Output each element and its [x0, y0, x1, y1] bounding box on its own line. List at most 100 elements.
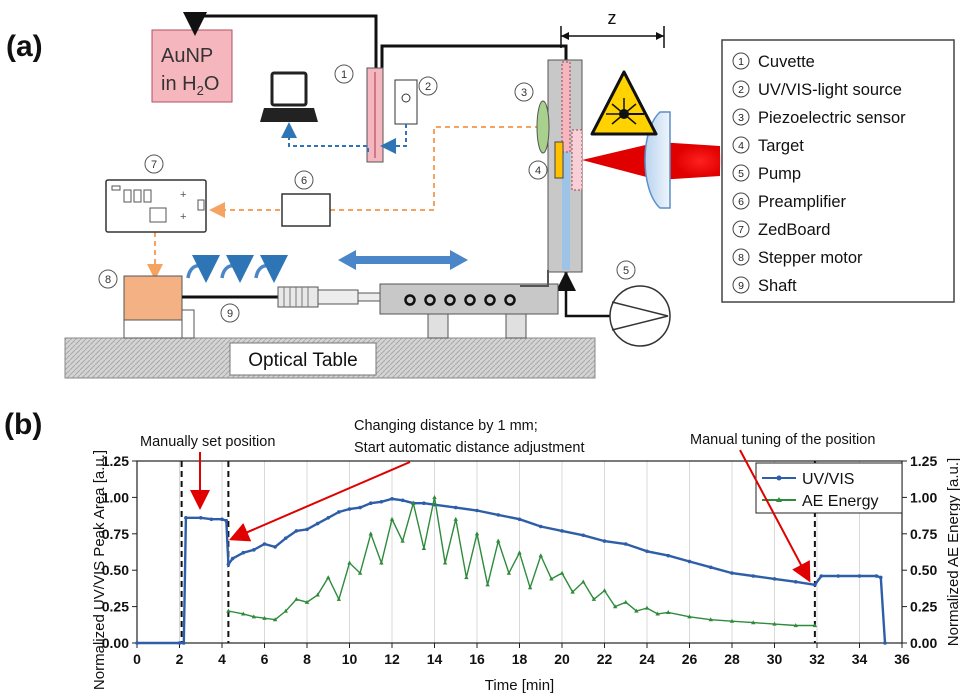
uvvis-point	[390, 497, 394, 501]
legend-number-badge	[732, 276, 750, 294]
target	[554, 141, 564, 179]
ae-energy-point	[357, 570, 363, 575]
translation-stage	[379, 283, 559, 315]
bulb-icon	[401, 93, 411, 103]
panel-a-label: (a)	[6, 30, 43, 63]
uvvis-point	[135, 641, 139, 645]
y-tick-label-right: 0.75	[910, 526, 937, 542]
x-tick-label: 6	[261, 651, 269, 667]
uvvis-point	[645, 549, 649, 554]
uvvis-point	[198, 515, 203, 520]
callout-1	[334, 64, 354, 84]
rotation-arrow-icon	[186, 254, 220, 283]
uvvis-point	[305, 527, 309, 532]
x-tick-label: 32	[809, 651, 825, 667]
x-tick-label: 10	[342, 651, 358, 667]
ae-energy-point	[634, 608, 639, 613]
panel-b-label: (b)	[4, 408, 42, 441]
stepper-motor	[123, 275, 183, 321]
shaft-coupling	[277, 286, 381, 308]
legend-entry: Pump	[758, 165, 801, 183]
stage-leg	[427, 313, 449, 339]
ae-energy-point	[591, 596, 597, 601]
optical-table-label-box	[229, 342, 377, 376]
uvvis-point	[184, 515, 188, 520]
ae-energy-point	[411, 500, 416, 505]
callout-3	[514, 82, 534, 102]
legend-number: 7	[738, 224, 744, 236]
ae-energy-point	[226, 608, 231, 613]
uvvis-point	[496, 513, 501, 517]
uvvis-point	[883, 641, 887, 645]
uvvis-point	[857, 574, 862, 578]
y-tick-label-left: 0.75	[102, 526, 129, 542]
x-tick-label: 30	[767, 651, 783, 667]
translation-double-arrow	[338, 250, 468, 270]
legend-number: 5	[738, 168, 744, 180]
ae-energy-point	[517, 550, 522, 555]
y-tick-label-right: 1.25	[910, 453, 937, 469]
rotation-arrow-icon	[254, 254, 288, 283]
annotation-changing-2: Start automatic distance adjustment	[354, 440, 585, 456]
y-tick-label-left: 1.25	[102, 453, 129, 469]
panel-a: (a) Optical Table AuNP in H2O 1 2	[6, 8, 955, 379]
motor-base	[123, 319, 183, 339]
uvvis-point	[262, 542, 267, 546]
uvvis-point	[220, 517, 224, 522]
annotation-manual-set: Manually set position	[140, 434, 275, 450]
uvvis-point	[400, 498, 405, 503]
motor-stand	[181, 309, 195, 339]
uvvis-point	[177, 641, 182, 645]
legend-number-badge	[732, 192, 750, 210]
x-tick-label: 28	[724, 651, 740, 667]
x-tick-label: 0	[133, 651, 141, 667]
signal-line-sensor	[309, 126, 540, 218]
ae-energy-point	[400, 538, 405, 543]
svg-text:+: +	[180, 211, 186, 223]
uvvis-point	[358, 505, 362, 510]
ae-energy-point	[336, 596, 342, 601]
uvvis-point	[230, 556, 235, 561]
uvvis-point	[209, 517, 214, 522]
uvvis-point	[751, 574, 756, 578]
x-tick-label: 34	[852, 651, 868, 667]
ae-energy-point	[729, 618, 735, 623]
ae-energy-point	[485, 582, 490, 587]
x-tick-label: 18	[512, 651, 528, 667]
svg-text:+: +	[180, 189, 186, 201]
ae-energy-point	[241, 611, 246, 616]
y-axis-label-left: Normalized UV/VIS Peak Area [a.u.]	[91, 450, 108, 690]
uvvis-point	[666, 553, 671, 558]
legend-number: 8	[738, 252, 744, 264]
ae-energy-point	[623, 599, 628, 604]
ae-energy-point	[687, 614, 692, 619]
x-tick-label: 8	[303, 651, 311, 667]
callout-5	[616, 260, 636, 280]
pump-icon	[609, 285, 671, 347]
x-tick-label: 4	[218, 651, 226, 667]
ae-energy-point	[347, 560, 352, 565]
uvvis-point	[874, 574, 879, 578]
legend-label: AE Energy	[802, 493, 878, 510]
svg-text:3: 3	[521, 87, 527, 99]
callout-8	[98, 269, 118, 289]
uvvis-point	[878, 575, 883, 580]
uvvis-point	[453, 505, 458, 510]
svg-text:7: 7	[151, 159, 157, 171]
callout-2	[418, 76, 438, 96]
uvvis-point	[368, 501, 373, 506]
ae-energy-point	[262, 615, 267, 620]
uvvis-point	[836, 574, 841, 578]
x-axis-label: Time [min]	[485, 677, 554, 694]
flow-cell-channel	[562, 62, 570, 270]
uvvis-point	[315, 521, 320, 526]
uvvis-point	[326, 515, 331, 520]
ae-energy-point	[379, 560, 384, 565]
focusing-lens	[644, 111, 671, 209]
uvvis-point	[793, 580, 798, 584]
zedboard: + +	[105, 179, 207, 233]
annotation-arrow	[228, 461, 411, 542]
y-tick-label-right: 0.00	[910, 635, 937, 651]
uvvis-point	[294, 529, 299, 533]
